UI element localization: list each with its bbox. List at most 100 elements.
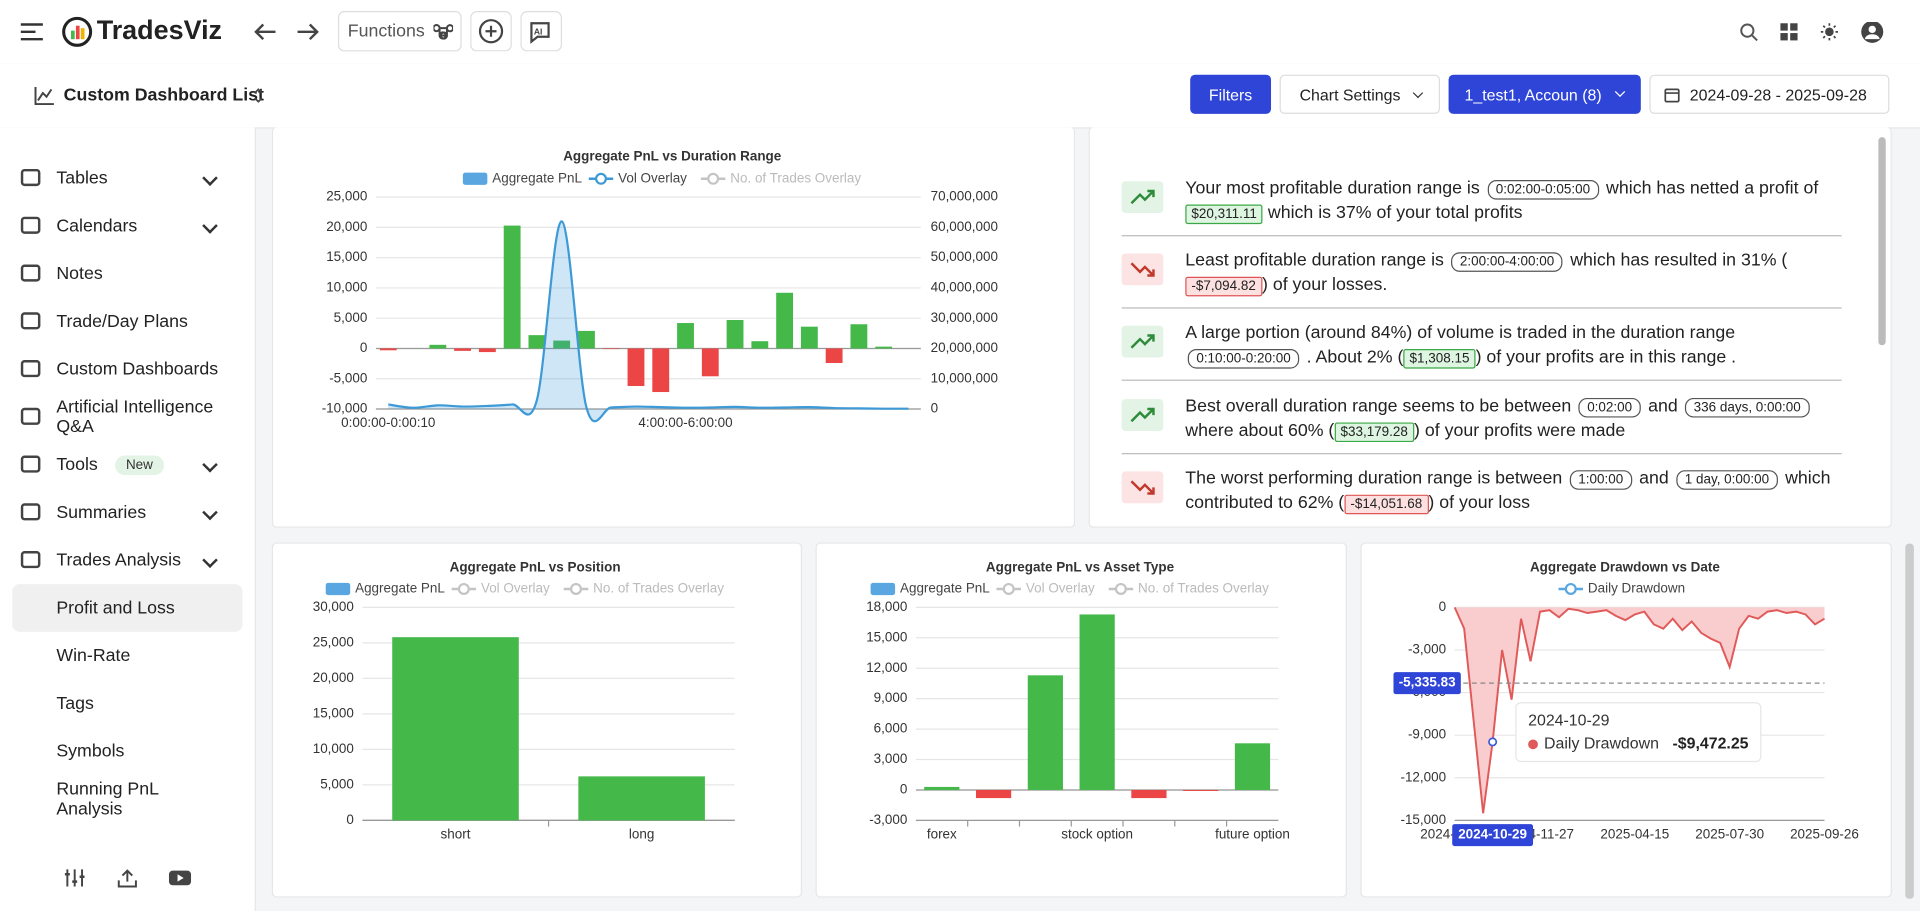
chart-settings-label: Chart Settings (1299, 85, 1401, 104)
sidebar-icon (20, 312, 41, 330)
sidebar-footer-icons[interactable] (64, 867, 199, 889)
sidebar-icon (20, 264, 41, 282)
trend-icon (1121, 325, 1164, 358)
chevron (202, 218, 218, 234)
new-badge: New (114, 454, 164, 475)
sidebar-label: Tools (56, 454, 98, 475)
dashboard-select[interactable]: Custom Dashboard List (63, 85, 264, 106)
amount: $1,308.15 (1403, 348, 1476, 369)
trend-icon (1121, 253, 1164, 286)
chart-settings-button[interactable]: Chart Settings (1279, 74, 1441, 114)
sidebar-label: Profit and Loss (56, 598, 175, 618)
sidebar-label: Win-Rate (56, 645, 131, 666)
functions-button[interactable]: Functions (337, 11, 462, 52)
chevron (1614, 86, 1626, 98)
sidebar-label: Symbols (56, 741, 125, 762)
text: ) of your loss (1428, 493, 1531, 514)
text: which has resulted in 31% ( (1565, 251, 1788, 271)
brand: TradesViz (96, 14, 223, 46)
sidebar-item[interactable]: Artificial Intelligence Q&A (0, 393, 242, 441)
functions-label: Functions (347, 22, 425, 42)
sidebar-label: Tags (56, 693, 94, 714)
header: TradesViz Functions AI (0, 0, 1920, 65)
text: which is 37% of your total profits (1262, 203, 1523, 223)
text: . About 2% ( (1301, 347, 1404, 368)
logo-icon (62, 16, 93, 47)
date-range-label: 2024-09-28 - 2025-09-28 (1689, 85, 1867, 104)
trend-icon (1121, 181, 1164, 214)
text: ) of your profits were made (1414, 421, 1626, 441)
sidebar-label: Running PnL Analysis (56, 779, 159, 819)
sidebar-icon (20, 168, 41, 187)
menu-icon[interactable] (20, 22, 44, 42)
filters-button[interactable]: Filters (1190, 74, 1272, 114)
sidebar-label: Artificial Intelligence Q&A (56, 397, 214, 437)
insight: A large portion (around 84%) of volume i… (1121, 321, 1842, 381)
sidebar-icon (20, 455, 41, 473)
insight-text: Best overall duration range seems to be … (1185, 394, 1841, 443)
sidebar-label: Summaries (56, 502, 147, 523)
nav-arrows[interactable] (252, 20, 321, 44)
range-tag: 0:02:00-0:05:00 (1487, 180, 1599, 200)
sidebar: Tables Calendars Notes Trade/Day Plans Custo… (0, 127, 256, 911)
sidebar-item[interactable]: Custom Dashboards (0, 345, 242, 393)
sidebar-item[interactable]: Tags (12, 680, 242, 728)
chevron (202, 170, 218, 186)
insight-text: A large portion (around 84%) of volume i… (1185, 321, 1841, 370)
text: ) of your profits are in this range . (1475, 347, 1737, 368)
sidebar-item[interactable]: Win-Rate (12, 632, 242, 680)
asset-chart-panel (815, 542, 1347, 898)
chevron (202, 552, 218, 568)
calendar-icon (1664, 88, 1680, 103)
insight: Your most profitable duration range is 0… (1121, 176, 1842, 237)
trend-icon (1121, 471, 1164, 504)
chevron (1412, 87, 1424, 99)
account-label: 1_test1, Accoun (8) (1464, 85, 1602, 104)
chevron (202, 456, 218, 473)
header-icons[interactable] (1739, 22, 1886, 44)
sidebar-item[interactable]: Running PnL Analysis (12, 775, 242, 823)
sidebar-label: Tables (56, 168, 108, 188)
insight-text: Least profitable duration range is 2:00:… (1185, 249, 1841, 298)
sidebar-item[interactable]: Summaries (0, 489, 242, 537)
sidebar-icon (20, 407, 41, 425)
sidebar-label: Trade/Day Plans (56, 311, 188, 332)
range-tag: 2:00:00-4:00:00 (1451, 252, 1563, 272)
sidebar-item[interactable]: Profit and Loss (12, 584, 243, 632)
amount: -$7,094.82 (1185, 276, 1262, 297)
sidebar-label: Custom Dashboards (56, 359, 219, 379)
amount: $20,311.11 (1185, 204, 1263, 225)
account-button[interactable]: 1_test1, Accoun (8) (1448, 74, 1641, 114)
dashboard-icon (34, 86, 54, 106)
sidebar-label: Trades Analysis (56, 550, 181, 571)
sidebar-icon (20, 216, 41, 234)
ai-button[interactable]: AI (520, 11, 563, 52)
sidebar-item[interactable]: Calendars (0, 202, 242, 250)
cmd-icon (433, 24, 454, 40)
date-range-button[interactable]: 2024-09-28 - 2025-09-28 (1649, 74, 1890, 114)
drawdown-chart-panel (1360, 542, 1892, 898)
page-scrollbar[interactable] (1905, 543, 1914, 899)
sidebar-item[interactable]: Trades Analysis (0, 536, 242, 584)
position-chart-panel (271, 542, 803, 898)
sidebar-item[interactable]: Tools New (0, 441, 242, 489)
range-tag: 336 days, 0:00:00 (1685, 397, 1810, 418)
sidebar-menu: Tables Calendars Notes Trade/Day Plans Custo… (0, 154, 255, 848)
text: Least profitable duration range is (1185, 251, 1449, 271)
insight: Least profitable duration range is 2:00:… (1121, 249, 1842, 309)
sidebar-item[interactable]: Tables (0, 154, 242, 202)
insight: The worst performing duration range is b… (1121, 467, 1842, 526)
scrollbar[interactable] (1878, 137, 1886, 346)
sidebar-label: Calendars (56, 216, 138, 236)
sidebar-item[interactable]: Notes (0, 250, 242, 298)
insight: Best overall duration range seems to be … (1121, 394, 1842, 455)
chevron (202, 504, 218, 521)
range-tag: 0:10:00-0:20:00 (1187, 348, 1300, 369)
trend-icon (1121, 399, 1164, 432)
add-button[interactable] (470, 11, 512, 52)
text: where about 60% ( (1185, 421, 1335, 441)
sidebar-item[interactable]: Trade/Day Plans (0, 298, 242, 346)
text: and (1634, 468, 1674, 489)
sidebar-item[interactable]: Symbols (12, 727, 242, 775)
